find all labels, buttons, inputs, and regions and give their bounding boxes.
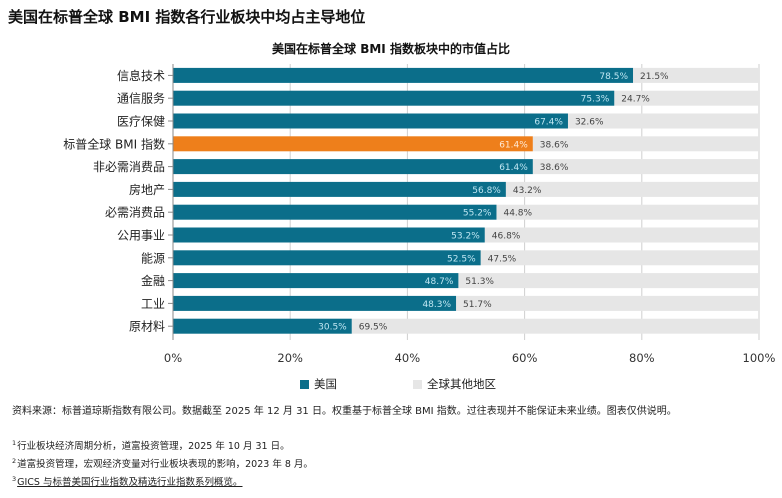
data-label-other: 38.6% [540,163,569,173]
bar-other [456,295,759,311]
data-label-us: 55.2% [463,209,492,219]
data-label-us: 78.5% [599,72,628,82]
category-label: 工业 [141,297,165,311]
category-label: 医疗保健 [117,115,165,129]
category-label: 能源 [141,251,165,265]
category-label: 房地产 [129,182,165,197]
data-label-other: 21.5% [640,72,669,82]
legend: 美国 全球其他地区 [300,376,572,392]
bar-us [173,67,634,83]
data-label-us: 53.2% [451,232,480,242]
bar-us [173,250,481,266]
bar-us [173,227,485,243]
data-label-us: 48.7% [425,277,454,287]
x-tick-label: 60% [512,351,538,365]
bar-us [173,90,615,106]
chart-title: 美国在标普全球 BMI 指数板块中的市值占比 [272,42,510,56]
footnote-link[interactable]: GICS 与标普美国行业指数及精选行业指数系列概览。 [17,477,243,488]
data-label-us: 56.8% [472,186,501,196]
bar-us [173,181,506,197]
x-tick-label: 0% [164,351,182,365]
data-label-us: 67.4% [534,118,563,128]
data-label-other: 44.8% [503,209,532,219]
data-label-us: 75.3% [581,95,610,105]
data-label-other: 24.7% [621,95,650,105]
bar-other [532,136,759,152]
data-label-other: 51.7% [463,300,492,310]
category-label: 必需消费品 [105,206,165,220]
legend-label-us: 美国 [314,377,337,391]
bar-us [173,113,568,129]
page-title: 美国在标普全球 BMI 指数各行业板块中均占主导地位 [8,8,366,26]
bar-other [532,159,759,175]
legend-label-other: 全球其他地区 [427,377,496,391]
category-label: 通信服务 [117,91,165,106]
bar-other [614,90,759,106]
data-label-us: 61.4% [499,140,528,150]
bar-other [633,67,759,83]
footnote-number: 2 [12,457,17,465]
source-note: 资料来源：标普道琼斯指数有限公司。数据截至 2025 年 12 月 31 日。权… [12,406,677,417]
bar-other [480,250,759,266]
footnote-text: 道富投资管理，宏观经济变量对行业板块表现的影响，2023 年 8 月。 [17,459,313,470]
x-tick-label: 20% [277,351,303,365]
data-label-other: 32.6% [575,118,604,128]
bar-other [496,204,759,220]
legend-swatch-other [413,379,422,389]
footnote-1: 1行业板块经济周期分析，道富投资管理，2025 年 10 月 31 日。 [12,438,290,452]
category-label: 金融 [141,273,165,288]
data-label-us: 48.3% [422,300,451,310]
bar-us-highlight [173,136,533,152]
footnote-number: 1 [12,439,17,447]
data-label-us: 61.4% [499,163,528,173]
category-label: 非必需消费品 [93,160,165,174]
data-label-other: 69.5% [359,323,388,333]
footnote-text: 行业板块经济周期分析，道富投资管理，2025 年 10 月 31 日。 [17,441,290,452]
bar-us [173,159,533,175]
bar-other [484,227,759,243]
bar-other [458,273,759,289]
legend-item-other: 全球其他地区 [413,376,496,392]
bar-chart: 78.5% 21.5% 75.3% 24.7% 67.4% 32.6% 61.4% 38.6%… [63,64,776,365]
data-label-other: 43.2% [513,186,542,196]
footnote-number: 3 [12,475,17,483]
data-label-us: 52.5% [447,254,476,264]
category-label: 公用事业 [117,229,165,243]
data-label-other: 38.6% [540,140,569,150]
x-tick-label: 100% [743,351,776,365]
bar-us [173,295,457,311]
legend-swatch-us [300,379,309,389]
bar-us [173,204,497,220]
data-label-other: 46.8% [492,232,521,242]
category-label: 原材料 [129,320,165,334]
legend-item-us: 美国 [300,376,337,392]
bar-other [567,113,759,129]
footnote-2: 2道富投资管理，宏观经济变量对行业板块表现的影响，2023 年 8 月。 [12,456,313,470]
bars: 78.5% 21.5% 75.3% 24.7% 67.4% 32.6% 61.4% 38.6%… [173,67,759,334]
category-label: 信息技术 [117,68,165,83]
data-label-other: 47.5% [488,254,517,264]
bar-other [351,318,759,334]
data-label-us: 30.5% [318,323,347,333]
bar-us [173,273,459,289]
bar-other [505,181,759,197]
data-label-other: 51.3% [465,277,494,287]
footnote-3: 3GICS 与标普美国行业指数及精选行业指数系列概览。 [12,474,243,488]
x-tick-label: 40% [395,351,421,365]
bar-us [173,318,352,334]
x-tick-label: 80% [629,351,655,365]
category-label: 标普全球 BMI 指数 [63,136,165,151]
